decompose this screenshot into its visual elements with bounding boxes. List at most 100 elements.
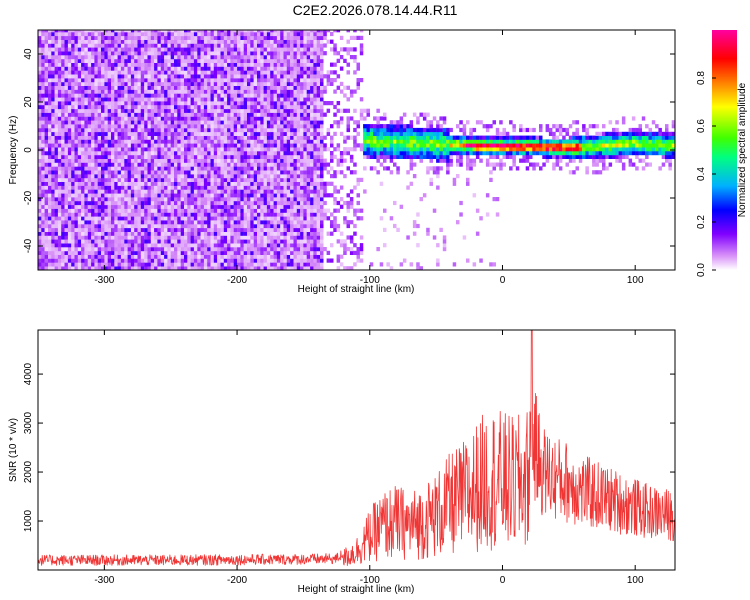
spectrogram-cell bbox=[147, 239, 151, 244]
spectrogram-cell bbox=[160, 200, 165, 206]
spectrogram-cell bbox=[177, 258, 181, 263]
spectrogram-cell bbox=[124, 220, 128, 225]
spectrogram-cell bbox=[286, 158, 291, 163]
spectrogram-cell bbox=[97, 74, 102, 79]
spectrogram-cell bbox=[276, 47, 281, 52]
spectrogram-cell bbox=[210, 254, 214, 259]
spectrogram-cell bbox=[270, 81, 274, 86]
spectrogram-cell bbox=[150, 181, 155, 186]
spectrogram-cell bbox=[293, 220, 297, 225]
spectrogram-cell bbox=[197, 89, 201, 94]
spectrogram-cell bbox=[137, 247, 141, 252]
spectrogram-cell bbox=[101, 223, 105, 229]
spectrogram-cell bbox=[48, 208, 52, 213]
spectrogram-cell bbox=[84, 258, 88, 263]
spectrogram-cell bbox=[210, 258, 214, 263]
spectrogram-cell bbox=[263, 120, 268, 125]
spectrogram-cell bbox=[203, 266, 208, 270]
spectrogram-cell bbox=[223, 120, 228, 125]
spectrogram-cell bbox=[144, 239, 148, 244]
spectrogram-cell bbox=[184, 51, 188, 56]
spectrogram-cell bbox=[94, 227, 98, 232]
spectrogram-cell bbox=[213, 170, 218, 175]
spectrogram-cell bbox=[84, 35, 88, 40]
spectrogram-cell bbox=[41, 212, 45, 217]
spectrogram-cell bbox=[127, 177, 132, 182]
spectrogram-cell bbox=[137, 200, 141, 206]
spectrogram-cell bbox=[243, 97, 248, 102]
spectrogram-cell bbox=[117, 58, 122, 63]
spectrogram-cell bbox=[213, 30, 218, 33]
spectrogram-cell bbox=[250, 35, 254, 40]
spectrogram-cell bbox=[276, 258, 281, 263]
spectrogram-cell bbox=[144, 78, 148, 83]
spectrogram-cell bbox=[210, 147, 214, 152]
spectrogram-cell bbox=[117, 104, 122, 110]
spectrogram-cell bbox=[263, 151, 268, 156]
spectrogram-cell bbox=[104, 170, 108, 175]
spectrogram-cell bbox=[237, 189, 241, 194]
spectrogram-cell bbox=[94, 200, 98, 206]
spectrogram-cell bbox=[137, 101, 141, 106]
spectrogram-cell bbox=[240, 78, 244, 83]
spectrogram-cell bbox=[276, 189, 281, 194]
spectrogram-cell bbox=[266, 116, 271, 121]
spectrogram-cell bbox=[41, 158, 45, 163]
spectrogram-cell bbox=[130, 193, 135, 198]
spectrogram-cell bbox=[150, 143, 155, 148]
spectrogram-cell bbox=[71, 220, 75, 225]
spectrogram-cell bbox=[230, 223, 234, 229]
spectrogram-cell bbox=[44, 220, 49, 225]
spectrogram-cell bbox=[61, 162, 65, 167]
spectrogram-cell bbox=[74, 200, 78, 206]
spectrogram-cell bbox=[260, 124, 264, 129]
spectrogram-cell bbox=[187, 243, 191, 248]
spectrogram-cell bbox=[273, 174, 278, 179]
spectrogram-cell bbox=[154, 35, 158, 40]
spectrogram-cell bbox=[230, 120, 234, 125]
spectrogram-cell bbox=[280, 116, 284, 121]
spectrogram-cell bbox=[293, 247, 297, 252]
spectrogram-cell bbox=[164, 266, 168, 270]
spectrogram-cell bbox=[107, 31, 112, 37]
spectrogram-cell bbox=[193, 220, 198, 225]
spectrogram-cell bbox=[111, 74, 115, 79]
spectrogram-cell bbox=[296, 189, 301, 194]
spectrogram-cell bbox=[203, 112, 208, 117]
spectrogram-cell bbox=[260, 101, 264, 106]
spectrogram-cell bbox=[280, 93, 284, 98]
spectrogram-cell bbox=[167, 223, 171, 229]
spectrogram-cell bbox=[74, 30, 78, 33]
spectrogram-cell bbox=[184, 154, 188, 159]
spectrogram-cell bbox=[154, 154, 158, 159]
spectrogram-cell bbox=[276, 108, 281, 113]
spectrogram-cell bbox=[177, 47, 181, 52]
spectrogram-cell bbox=[167, 177, 171, 182]
spectrogram-cell bbox=[164, 223, 168, 229]
spectrogram-cell bbox=[84, 262, 88, 267]
spectrogram-cell bbox=[164, 81, 168, 86]
spectrogram-cell bbox=[140, 62, 145, 67]
spectrogram-cell bbox=[193, 139, 198, 144]
spectrogram-cell bbox=[44, 185, 49, 190]
spectrogram-cell bbox=[250, 151, 254, 156]
spectrogram-cell bbox=[190, 135, 195, 140]
spectrogram-cell bbox=[184, 170, 188, 175]
spectrogram-cell bbox=[187, 31, 191, 37]
spectrogram-cell bbox=[150, 170, 155, 175]
spectrogram-cell bbox=[97, 266, 102, 270]
spectrogram-cell bbox=[44, 70, 49, 75]
spectrogram-cell bbox=[81, 51, 85, 56]
spectrogram-cell bbox=[87, 131, 92, 136]
spectrogram-cell bbox=[217, 174, 221, 179]
spectrogram-cell bbox=[54, 143, 59, 148]
spectrogram-cell bbox=[84, 112, 88, 117]
spectrogram-cell bbox=[197, 227, 201, 232]
spectrogram-cell bbox=[217, 124, 221, 129]
spectrogram-cell bbox=[223, 162, 228, 167]
spectrogram-cell bbox=[190, 131, 195, 136]
spectrogram-cell bbox=[174, 112, 178, 117]
spectrogram-cell bbox=[213, 158, 218, 163]
spectrogram-cell bbox=[81, 135, 85, 140]
spectrogram-cell bbox=[64, 227, 68, 232]
